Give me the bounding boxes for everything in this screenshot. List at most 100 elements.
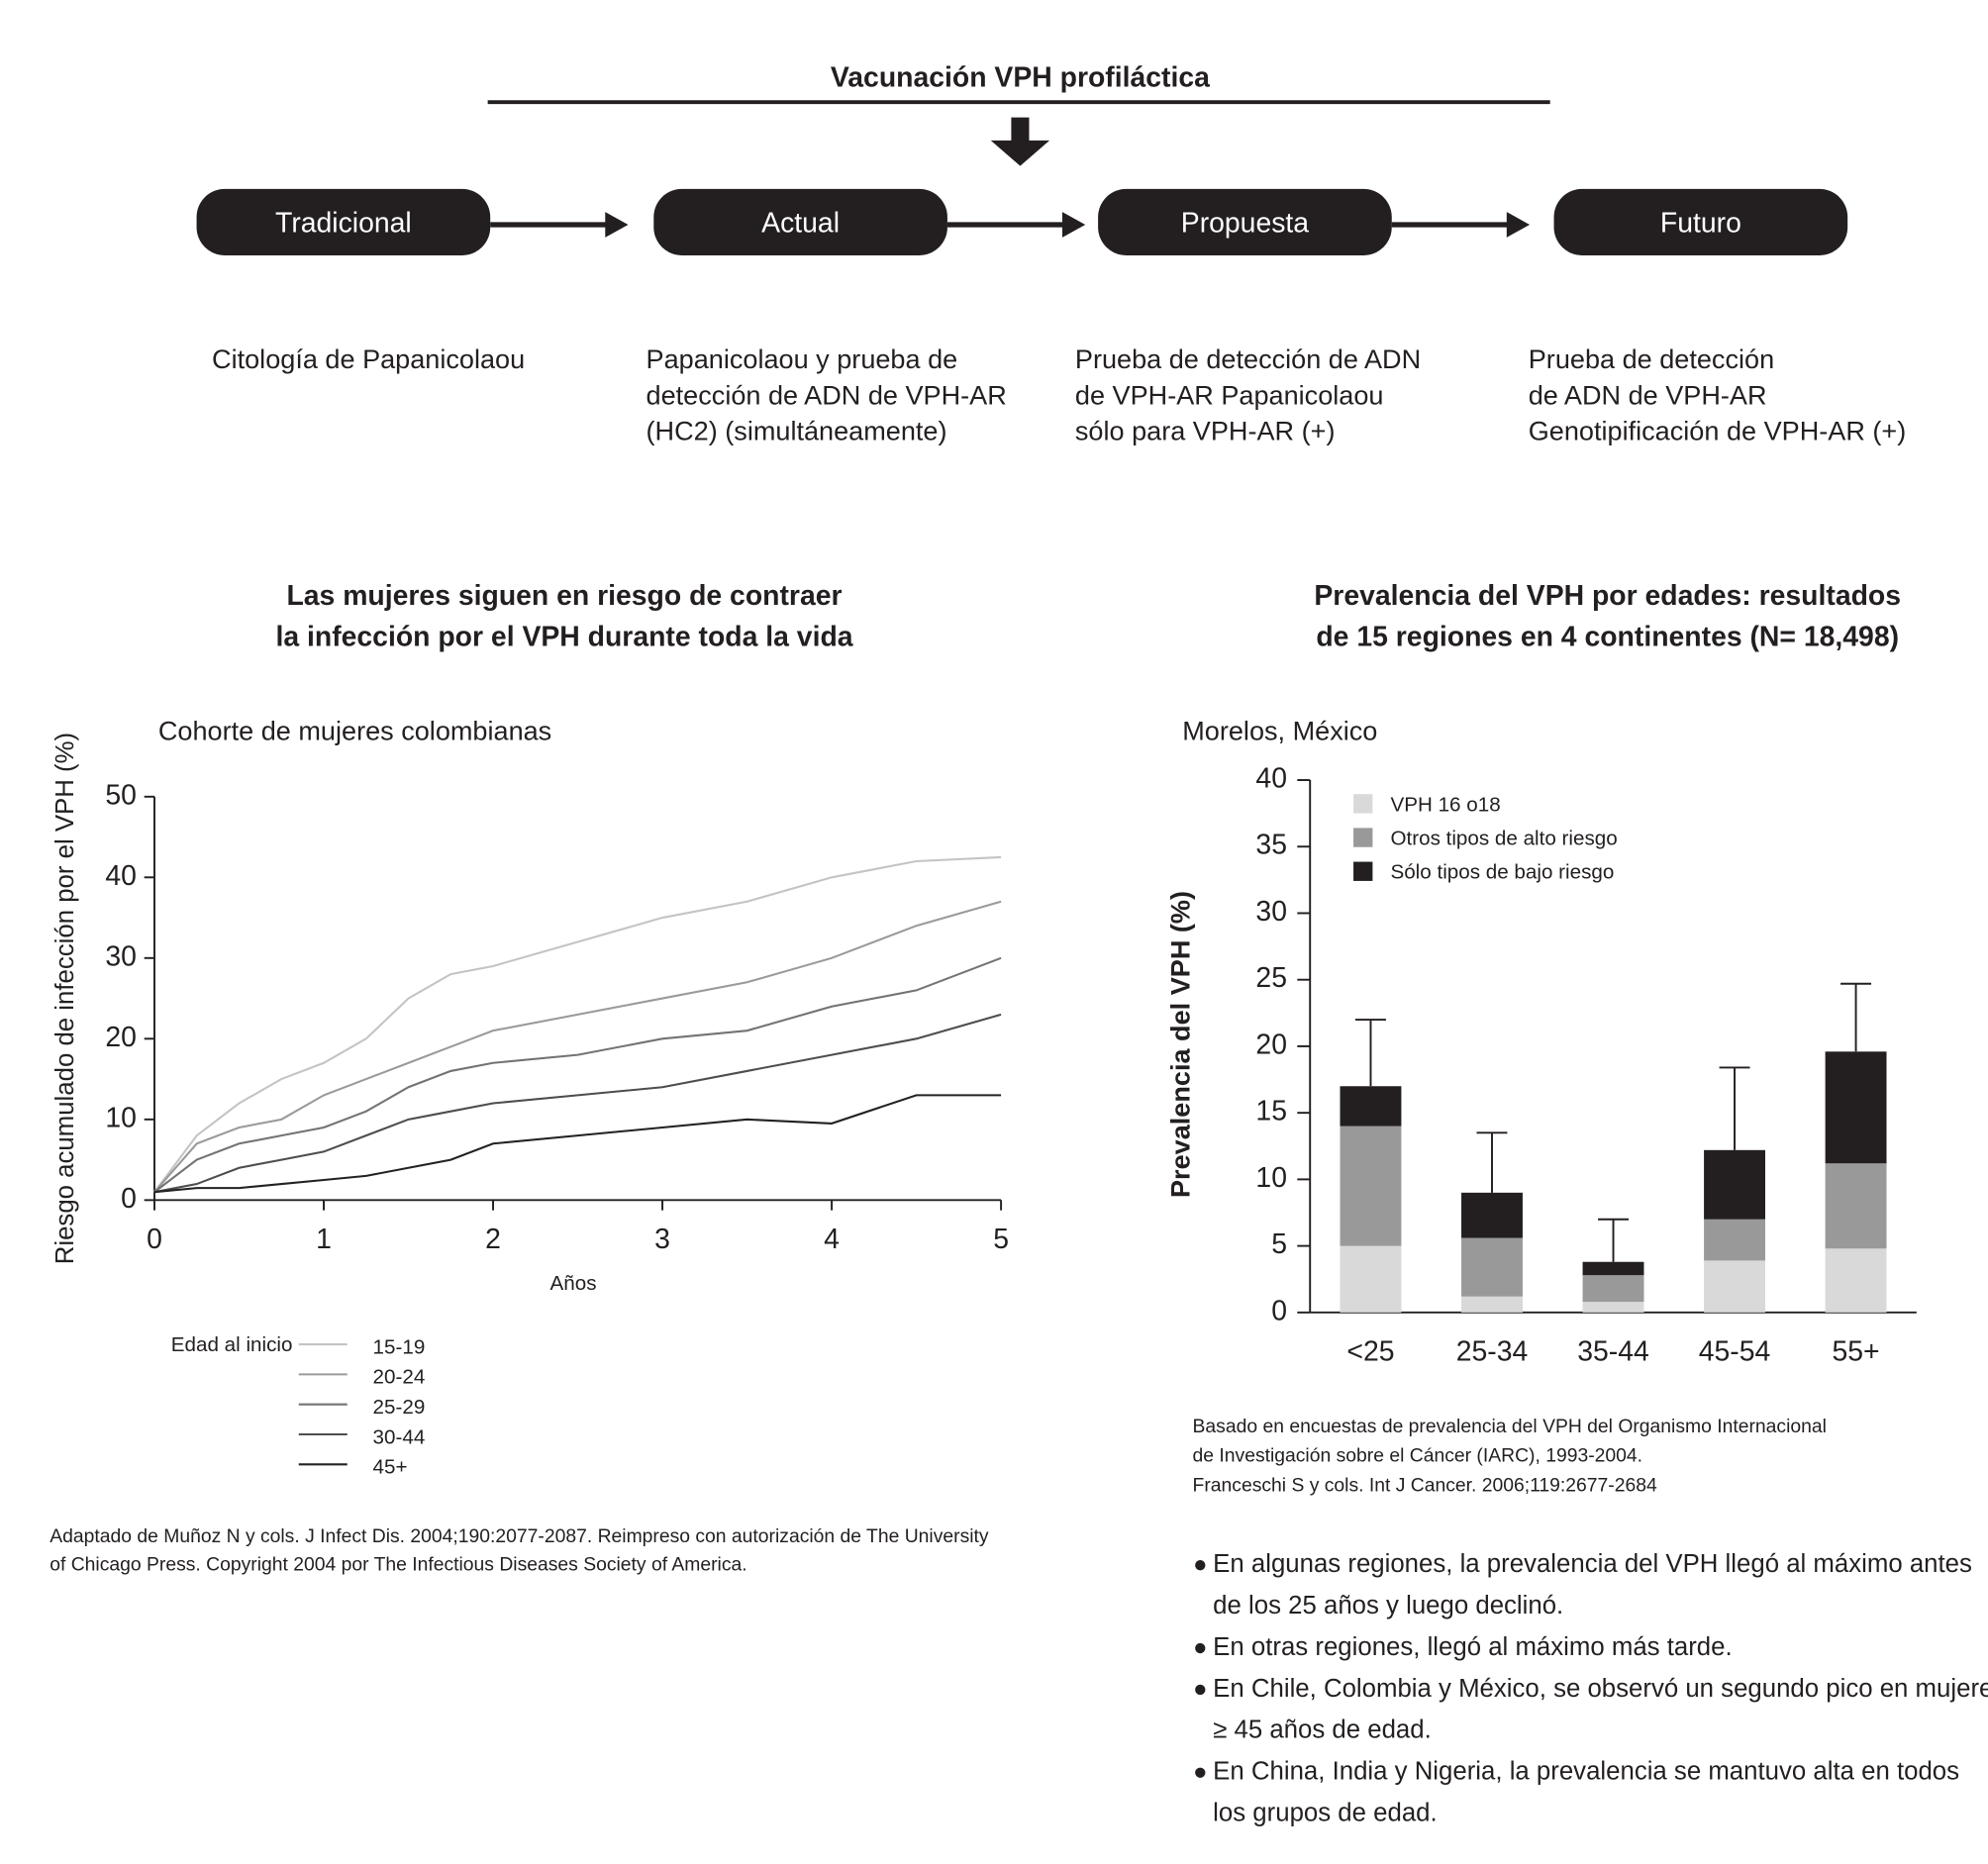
legend-label: Sólo tipos de bajo riesgo: [1390, 861, 1614, 884]
bar-segment: [1340, 1245, 1402, 1313]
y-tick-label: 30: [1255, 896, 1287, 928]
box-label: Futuro: [1660, 207, 1741, 239]
arrowheads: [605, 212, 1531, 238]
source-note: Franceschi S y cols. Int J Cancer. 2006;…: [1193, 1474, 1657, 1496]
line-series: [153, 1094, 1002, 1194]
x-tick-label: 5: [993, 1224, 1009, 1255]
box-label: Tradicional: [275, 207, 412, 239]
description: Prueba de detección de ADN: [1075, 343, 1421, 374]
description: Prueba de detección: [1529, 343, 1774, 374]
line-series: [153, 1013, 1002, 1194]
subtitle: Cohorte de mujeres colombianas: [158, 715, 551, 745]
legend-label: 15-19: [373, 1335, 426, 1358]
y-tick-label: 40: [1255, 763, 1287, 795]
y-tick-label: 20: [105, 1022, 137, 1053]
description: detección de ADN de VPH-AR: [646, 379, 1007, 410]
x-tick-label: 55+: [1833, 1336, 1880, 1368]
description: Citología de Papanicolaou: [212, 343, 525, 374]
bullet-text: de los 25 años y luego declinó.: [1213, 1592, 1563, 1619]
header-title: Vacunación VPH profiláctica: [831, 61, 1210, 93]
legend-label: Otros tipos de alto riesgo: [1390, 827, 1617, 849]
legend-swatch: [1353, 861, 1373, 881]
legend-title: Edad al inicio: [171, 1333, 293, 1356]
bullet-text: ≥ 45 años de edad.: [1213, 1717, 1432, 1744]
chart-title: Las mujeres siguen en riesgo de contraer: [286, 580, 842, 612]
x-tick-label: 25-34: [1456, 1336, 1529, 1368]
y-tick-label: 40: [105, 860, 137, 892]
x-tick-label: 0: [147, 1224, 162, 1255]
legend-label: 25-29: [373, 1396, 426, 1419]
y-tick-label: 20: [1255, 1029, 1287, 1060]
line-series: [153, 956, 1002, 1194]
box-label: Propuesta: [1181, 207, 1310, 239]
y-tick-label: 10: [105, 1102, 137, 1133]
x-tick-label: 35-44: [1577, 1336, 1649, 1368]
bar-segment: [1582, 1261, 1644, 1276]
error-bar: [1840, 982, 1872, 1052]
y-tick-label: 10: [1255, 1162, 1287, 1194]
legend-swatch: [1353, 794, 1373, 814]
box-label: Actual: [761, 207, 840, 239]
box: [1553, 188, 1848, 255]
bullet-text: En Chile, Colombia y México, se observó …: [1213, 1675, 1988, 1703]
chart-title: de 15 regiones en 4 continentes (N= 18,4…: [1316, 621, 1899, 652]
x-tick-label: <25: [1346, 1336, 1394, 1368]
line-series: [153, 900, 1002, 1193]
legend-label: 30-44: [373, 1425, 426, 1448]
y-axis-label: Prevalencia del VPH (%): [1164, 891, 1195, 1198]
bar-segment: [1461, 1237, 1523, 1297]
down-arrow: [990, 117, 1050, 166]
x-tick-label: 45-54: [1699, 1336, 1771, 1368]
x-tick-label: 4: [824, 1224, 840, 1255]
box: [1098, 188, 1392, 255]
arrowhead: [605, 212, 629, 238]
chart-title: Prevalencia del VPH por edades: resultad…: [1314, 580, 1901, 612]
source-note: de Investigación sobre el Cáncer (IARC),…: [1193, 1445, 1642, 1467]
error-bar: [1354, 1019, 1386, 1087]
bar-segment: [1582, 1275, 1644, 1303]
bullet-text: los grupos de edad.: [1213, 1800, 1437, 1827]
x-tick-label: 3: [654, 1224, 670, 1255]
y-tick-label: 15: [1255, 1096, 1287, 1128]
description: de VPH-AR Papanicolaou: [1075, 379, 1384, 410]
y-tick-label: 5: [1271, 1228, 1287, 1260]
source-note: Adaptado de Muñoz N y cols. J Infect Dis…: [50, 1525, 989, 1547]
y-tick-label: 0: [121, 1183, 137, 1215]
arrowhead: [1062, 212, 1086, 238]
bullet-text: En algunas regiones, la prevalencia del …: [1213, 1550, 1972, 1578]
bar-segment: [1825, 1248, 1887, 1313]
bullet: [1195, 1642, 1206, 1654]
arrowhead: [1506, 212, 1531, 238]
error-bar: [1476, 1131, 1508, 1193]
x-tick-label: 2: [485, 1224, 501, 1255]
x-axis-label: Años: [550, 1272, 597, 1295]
bar-segment: [1704, 1219, 1765, 1261]
bar-segment: [1340, 1126, 1402, 1246]
bar-segment: [1461, 1296, 1523, 1313]
bar-segment: [1461, 1192, 1523, 1238]
line-series: [153, 855, 1002, 1193]
description: Genotipificación de VPH-AR (+): [1529, 415, 1907, 445]
y-tick-label: 35: [1255, 830, 1287, 861]
bar-segment: [1582, 1302, 1644, 1313]
bullet-text: En China, India y Nigeria, la prevalenci…: [1213, 1758, 1959, 1786]
x-tick-label: 1: [316, 1224, 332, 1255]
error-bar: [1719, 1066, 1750, 1150]
boxes: [196, 188, 1848, 255]
source-note: Basado en encuestas de prevalencia del V…: [1193, 1416, 1827, 1437]
bar-segment: [1825, 1163, 1887, 1249]
legend-label: 20-24: [373, 1366, 426, 1389]
bullet-text: En otras regiones, llegó al máximo más t…: [1213, 1633, 1732, 1661]
error-bar: [1598, 1218, 1629, 1262]
y-axis-label: Riesgo acumulado de infección por el VPH…: [51, 733, 79, 1264]
box: [653, 188, 947, 255]
bar-segment: [1704, 1260, 1765, 1313]
legend-swatch: [1353, 828, 1373, 847]
bar-segment: [1825, 1051, 1887, 1164]
bar-segment: [1704, 1149, 1765, 1220]
description: de ADN de VPH-AR: [1529, 379, 1767, 410]
y-tick-label: 30: [105, 940, 137, 972]
bar-segment: [1340, 1086, 1402, 1127]
bullet: [1195, 1767, 1206, 1778]
